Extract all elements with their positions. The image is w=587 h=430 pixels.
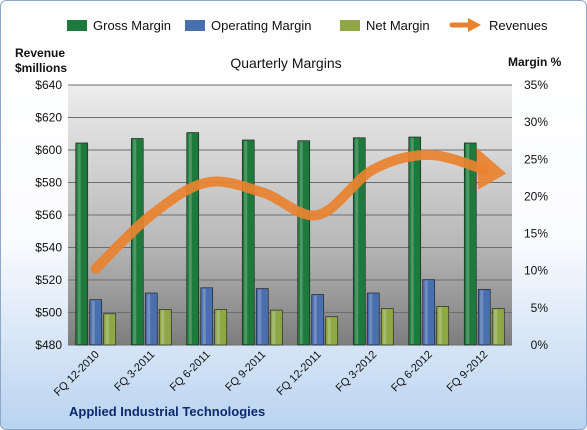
x-tick-label: FQ 9-2012 <box>445 349 491 395</box>
revenue-line <box>90 149 490 274</box>
bar-highlight <box>327 317 331 344</box>
right-tick-label: 30% <box>524 115 548 129</box>
bar-highlight <box>216 310 220 344</box>
left-tick-label: $480 <box>35 338 62 352</box>
x-axis-ticks: FQ 12-2010 FQ 3-2011 FQ 6-2011 FQ 9-2011 FQ … <box>52 349 490 399</box>
legend-swatch-revenues <box>449 18 481 32</box>
bar-highlight <box>105 314 109 344</box>
bar-highlight <box>244 140 248 344</box>
x-tick-label: FQ 6-2012 <box>389 349 435 395</box>
bar-highlight <box>480 290 484 344</box>
legend-label-gross: Gross Margin <box>93 18 171 33</box>
operating-margin-bar <box>89 299 103 346</box>
left-axis-ticks: $480 $500 $520 $540 $560 $580 $600 $620 $640 <box>35 78 62 352</box>
left-tick-label: $640 <box>35 78 62 92</box>
operating-margin-bar <box>200 287 214 346</box>
net-margin-bar <box>380 308 394 346</box>
x-tick-label: FQ 12-2010 <box>52 349 102 399</box>
legend-swatch-net <box>340 20 360 31</box>
net-margin-bar <box>103 313 117 346</box>
operating-margin-bar <box>477 288 491 346</box>
right-tick-label: 20% <box>524 189 548 203</box>
operating-margin-bar <box>366 292 380 346</box>
left-axis-label-line2: $millions <box>15 61 67 75</box>
bar-highlight <box>355 138 359 344</box>
x-tick-label: FQ 3-2011 <box>112 349 157 394</box>
left-tick-label: $540 <box>35 241 62 255</box>
bar-highlight <box>313 295 317 344</box>
left-tick-label: $600 <box>35 143 62 157</box>
company-name: Applied Industrial Technologies <box>69 404 265 419</box>
net-margin-bar <box>491 308 505 346</box>
left-tick-label: $500 <box>35 306 62 320</box>
gross-margin-bar <box>130 138 144 346</box>
right-axis-ticks: 0% 5% 10% 15% 20% 25% 30% 35% <box>524 78 548 352</box>
operating-margin-bar <box>311 294 325 346</box>
gross-margin-bar <box>352 137 366 346</box>
legend-swatch-gross <box>67 20 87 31</box>
bar-highlight <box>410 138 414 344</box>
gross-margin-bar <box>297 140 311 346</box>
operating-margin-bar <box>255 288 269 346</box>
net-margin-bar <box>436 306 450 346</box>
revenue-arrowhead <box>476 147 507 190</box>
x-tick-label: FQ 12-2011 <box>274 349 323 398</box>
gross-margin-bar <box>186 132 200 346</box>
left-tick-label: $620 <box>35 111 62 125</box>
bar-highlight <box>438 307 442 344</box>
bar-highlight <box>424 280 428 344</box>
gross-margin-bar <box>408 136 422 346</box>
x-tick-label: FQ 6-2011 <box>168 349 213 394</box>
legend-swatch-operating <box>185 20 205 31</box>
left-tick-label: $520 <box>35 273 62 287</box>
bar-highlight <box>147 294 151 344</box>
legend-label-operating: Operating Margin <box>211 18 311 33</box>
gross-margin-bar <box>241 139 255 346</box>
right-tick-label: 0% <box>531 338 549 352</box>
right-tick-label: 25% <box>524 152 548 166</box>
operating-margin-bar <box>422 279 436 346</box>
right-axis-label: Margin % <box>508 55 562 69</box>
operating-margin-bar <box>144 292 158 346</box>
x-tick-label: FQ 3-2012 <box>334 349 380 395</box>
bar-highlight <box>466 143 470 344</box>
bar-highlight <box>299 141 303 344</box>
legend-label-revenues: Revenues <box>489 18 548 33</box>
chart-title: Quarterly Margins <box>230 55 341 71</box>
net-margin-bar <box>158 309 172 346</box>
bars-layer <box>75 132 505 346</box>
bar-highlight <box>133 139 137 344</box>
right-tick-label: 35% <box>524 78 548 92</box>
gross-margin-bar <box>75 142 89 346</box>
right-tick-label: 5% <box>531 301 549 315</box>
revenue-line-layer <box>90 147 507 274</box>
left-tick-label: $560 <box>35 208 62 222</box>
bar-highlight <box>202 288 206 344</box>
bar-highlight <box>91 300 95 344</box>
right-tick-label: 15% <box>524 227 548 241</box>
bar-highlight <box>161 310 165 344</box>
bar-highlight <box>77 143 81 344</box>
left-axis-label-line1: Revenue <box>15 46 65 60</box>
gross-margin-bar <box>463 142 477 346</box>
bar-highlight <box>188 133 192 344</box>
net-margin-bar <box>269 309 283 346</box>
legend: Gross Margin Operating Margin Net Margin… <box>67 18 548 33</box>
left-tick-label: $580 <box>35 176 62 190</box>
legend-label-net: Net Margin <box>366 18 430 33</box>
bar-highlight <box>272 311 276 344</box>
x-tick-label: FQ 9-2011 <box>223 349 268 394</box>
right-tick-label: 10% <box>524 264 548 278</box>
bar-highlight <box>258 289 262 344</box>
net-margin-bar <box>214 309 228 346</box>
bar-highlight <box>369 294 373 344</box>
bar-highlight <box>383 309 387 344</box>
net-margin-bar <box>325 316 339 346</box>
bar-highlight <box>494 309 498 344</box>
